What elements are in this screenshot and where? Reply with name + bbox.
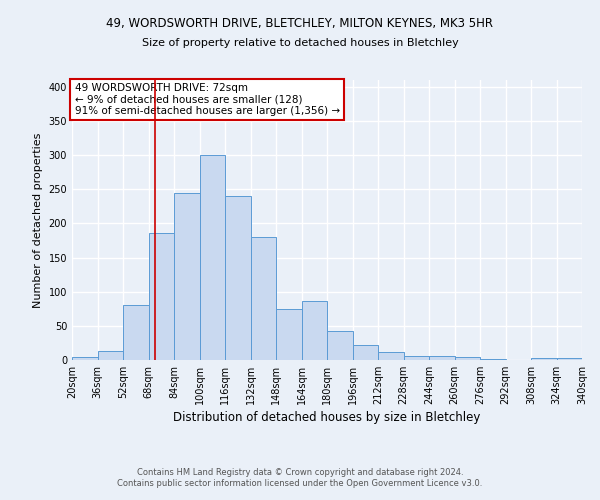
Bar [174, 192, 199, 360]
Text: 49, WORDSWORTH DRIVE, BLETCHLEY, MILTON KEYNES, MK3 5HR: 49, WORDSWORTH DRIVE, BLETCHLEY, MILTON … [107, 18, 493, 30]
Bar [276, 310, 302, 360]
Bar [480, 358, 505, 360]
X-axis label: Distribution of detached houses by size in Bletchley: Distribution of detached houses by size … [173, 411, 481, 424]
Bar [353, 345, 378, 360]
Bar [251, 237, 276, 360]
Bar [123, 304, 149, 360]
Bar [455, 358, 480, 360]
Bar [531, 358, 557, 360]
Text: 49 WORDSWORTH DRIVE: 72sqm
← 9% of detached houses are smaller (128)
91% of semi: 49 WORDSWORTH DRIVE: 72sqm ← 9% of detac… [74, 83, 340, 116]
Text: Contains HM Land Registry data © Crown copyright and database right 2024.
Contai: Contains HM Land Registry data © Crown c… [118, 468, 482, 487]
Bar [225, 196, 251, 360]
Bar [404, 356, 429, 360]
Bar [557, 358, 582, 360]
Bar [429, 356, 455, 360]
Bar [327, 332, 353, 360]
Bar [97, 351, 123, 360]
Bar [72, 358, 97, 360]
Bar [302, 302, 327, 360]
Y-axis label: Number of detached properties: Number of detached properties [33, 132, 43, 308]
Text: Size of property relative to detached houses in Bletchley: Size of property relative to detached ho… [142, 38, 458, 48]
Bar [378, 352, 404, 360]
Bar [199, 155, 225, 360]
Bar [149, 233, 174, 360]
